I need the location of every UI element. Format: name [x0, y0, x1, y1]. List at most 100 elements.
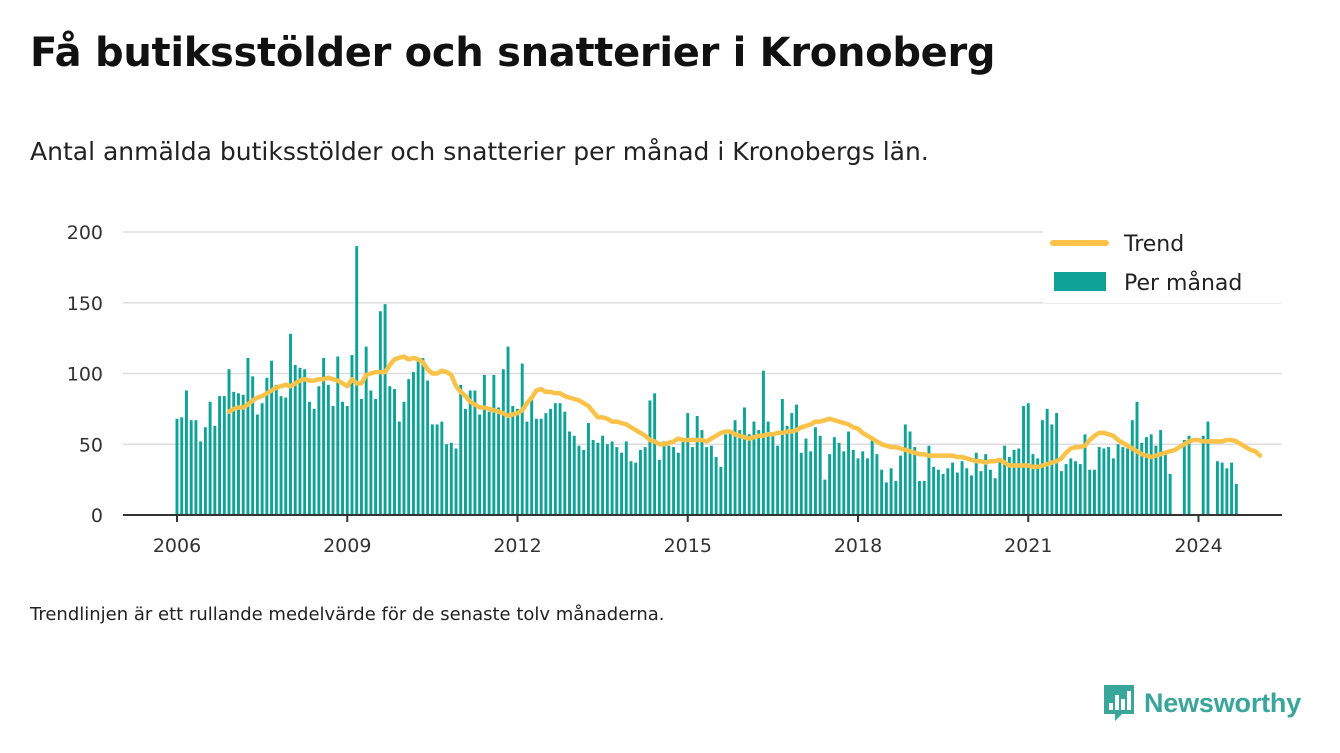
- brand-logo: Newsworthy: [1102, 683, 1301, 723]
- bar: [918, 481, 921, 515]
- bar: [653, 393, 657, 515]
- bar: [270, 360, 274, 515]
- bar: [468, 390, 472, 515]
- bar: [298, 367, 302, 515]
- bar: [724, 434, 728, 515]
- x-tick-label: 2015: [664, 535, 712, 557]
- bar: [1003, 445, 1007, 515]
- bar: [761, 370, 765, 515]
- bar: [880, 469, 884, 515]
- bar: [1130, 420, 1134, 515]
- x-tick-label: 2012: [493, 535, 541, 557]
- bar: [988, 469, 992, 515]
- bar: [1201, 435, 1205, 515]
- bar: [1074, 461, 1078, 515]
- bar: [1064, 464, 1068, 515]
- bar: [492, 374, 496, 515]
- bar: [870, 438, 874, 515]
- bar: [232, 391, 236, 515]
- bar: [979, 471, 983, 515]
- bar: [681, 441, 685, 515]
- bar: [686, 413, 690, 515]
- bar: [322, 357, 326, 515]
- chart-subtitle: Antal anmälda butiksstölder och snatteri…: [30, 137, 929, 166]
- bar: [430, 424, 434, 515]
- bar: [1121, 447, 1125, 515]
- y-axis-labels: 0 50 100 150 200: [67, 222, 103, 527]
- bar: [1017, 448, 1021, 515]
- bar: [889, 468, 893, 515]
- bar: [970, 475, 973, 515]
- bar: [960, 461, 964, 515]
- bar: [657, 459, 661, 515]
- bar: [733, 420, 737, 515]
- bar: [1168, 473, 1172, 515]
- bar: [511, 406, 515, 515]
- bar: [1116, 444, 1120, 515]
- bar: [719, 466, 723, 515]
- bar: [464, 408, 467, 516]
- bar: [341, 401, 344, 515]
- bar: [369, 390, 373, 515]
- bar: [558, 403, 562, 515]
- bar: [1163, 452, 1167, 515]
- legend-bars-swatch: [1054, 272, 1106, 291]
- bar: [336, 356, 340, 515]
- bar: [884, 482, 888, 515]
- bar: [638, 449, 642, 515]
- bar: [1154, 445, 1158, 515]
- bar: [435, 424, 439, 515]
- bar: [1050, 424, 1054, 515]
- bar: [506, 346, 510, 515]
- bar: [1234, 483, 1238, 515]
- bar: [378, 311, 382, 515]
- bar: [279, 396, 283, 515]
- bar: [1069, 458, 1073, 515]
- y-tick-label: 50: [79, 434, 103, 456]
- bar: [478, 414, 482, 515]
- bar: [227, 369, 231, 515]
- bar: [790, 413, 794, 515]
- bar: [894, 481, 898, 515]
- bar: [1220, 462, 1224, 515]
- bar: [785, 425, 789, 515]
- bar: [965, 468, 969, 515]
- bar: [1159, 430, 1163, 515]
- bar: [189, 420, 193, 515]
- bar: [1059, 471, 1063, 515]
- bar: [487, 411, 491, 515]
- bar: [255, 414, 259, 515]
- bar: [913, 447, 917, 515]
- bar: [1036, 458, 1040, 515]
- bar: [421, 357, 425, 515]
- bar: [743, 407, 746, 515]
- bar: [667, 445, 671, 515]
- bar: [1102, 448, 1106, 515]
- trend-line: [226, 354, 1263, 470]
- chart: 0 50 100 150 200 2006 2009 2012 2015 2018 2021 202…: [66, 222, 1282, 557]
- bar: [265, 377, 269, 515]
- bar: [180, 417, 184, 515]
- bar: [1026, 403, 1030, 515]
- bar: [440, 421, 444, 515]
- bar: [903, 424, 907, 515]
- bar: [454, 448, 458, 515]
- bar: [865, 458, 869, 515]
- bar: [809, 451, 813, 515]
- bar: [544, 413, 548, 515]
- bar: [284, 397, 288, 515]
- bar: [1078, 464, 1082, 515]
- bar: [213, 425, 217, 515]
- bar: [842, 451, 846, 515]
- bar: [449, 442, 453, 515]
- bar: [596, 442, 600, 515]
- bar: [1055, 413, 1059, 515]
- bar: [237, 393, 240, 515]
- bar: [1187, 435, 1191, 515]
- bar: [804, 438, 808, 515]
- legend-trend-label: Trend: [1123, 232, 1184, 257]
- y-tick-label: 150: [67, 293, 103, 315]
- bar: [293, 365, 297, 515]
- bar: [1149, 434, 1153, 515]
- bar: [1215, 461, 1219, 515]
